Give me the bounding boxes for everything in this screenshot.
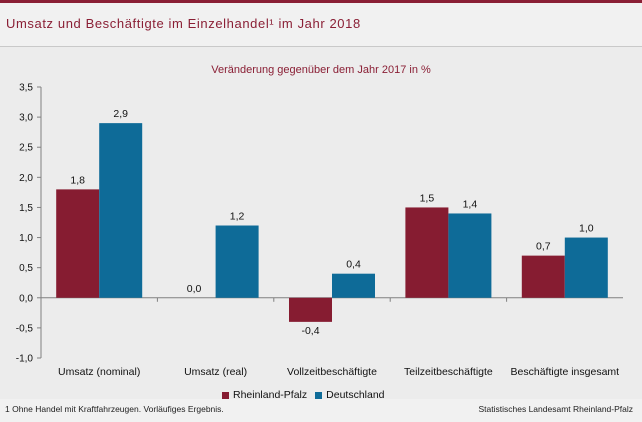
legend-label-rlp: Rheinland-Pfalz xyxy=(233,389,308,401)
x-tick-label: Teilzeitbeschäftigte xyxy=(404,366,493,378)
data-label: 1,5 xyxy=(420,192,435,204)
footnote: 1 Ohne Handel mit Kraftfahrzeugen. Vorlä… xyxy=(5,404,224,414)
y-tick-label: -1,0 xyxy=(16,354,34,365)
data-label: 1,2 xyxy=(230,211,245,223)
x-tick-label: Beschäftigte insgesamt xyxy=(511,366,620,378)
chart-legend: Rheinland-Pfalz Deutschland xyxy=(222,389,393,401)
source-note: Statistisches Landesamt Rheinland-Pfalz xyxy=(478,404,634,414)
y-tick-label: 0,5 xyxy=(19,263,33,274)
legend-swatch-rlp xyxy=(222,391,229,399)
bar-rlp xyxy=(289,297,332,322)
bar-de xyxy=(448,213,492,298)
y-tick-label: 0,0 xyxy=(19,293,33,304)
legend-item-rlp: Rheinland-Pfalz xyxy=(222,389,307,401)
page-title: Umsatz und Beschäftigte im Einzelhandel¹… xyxy=(6,16,361,31)
data-label: -0,4 xyxy=(301,325,319,337)
legend-item-de: Deutschland xyxy=(315,389,385,401)
chart-subtitle: Veränderung gegenüber dem Jahr 2017 in % xyxy=(211,64,431,76)
y-tick-label: 2,0 xyxy=(19,173,33,184)
bar-de xyxy=(332,273,375,298)
data-label: 0,7 xyxy=(536,241,551,253)
bar-rlp xyxy=(56,189,100,298)
x-tick-label: Vollzeitbeschäftigte xyxy=(287,366,377,378)
y-tick-label: 3,5 xyxy=(19,83,33,94)
data-label: 1,8 xyxy=(70,174,85,186)
bar-rlp xyxy=(521,255,565,298)
bar-de xyxy=(99,123,143,298)
bar-rlp xyxy=(405,207,449,298)
bar-de xyxy=(564,237,608,298)
legend-swatch-de xyxy=(315,391,323,399)
title-separator xyxy=(0,46,642,47)
y-tick-label: 2,5 xyxy=(19,143,33,154)
y-tick-label: 3,0 xyxy=(19,113,33,124)
y-tick-label: 1,5 xyxy=(19,203,33,214)
legend-label-de: Deutschland xyxy=(326,389,385,401)
data-label: 1,4 xyxy=(463,198,478,210)
x-tick-label: Umsatz (real) xyxy=(184,366,247,378)
data-label: 0,4 xyxy=(346,259,361,271)
data-label: 2,9 xyxy=(113,108,128,120)
data-label: 0,0 xyxy=(187,283,202,295)
bar-de xyxy=(215,225,259,298)
y-tick-label: -0,5 xyxy=(16,323,34,334)
y-tick-label: 1,0 xyxy=(19,233,33,244)
x-tick-label: Umsatz (nominal) xyxy=(58,366,140,378)
data-label: 1,0 xyxy=(579,223,594,235)
top-accent-bar xyxy=(0,0,642,3)
